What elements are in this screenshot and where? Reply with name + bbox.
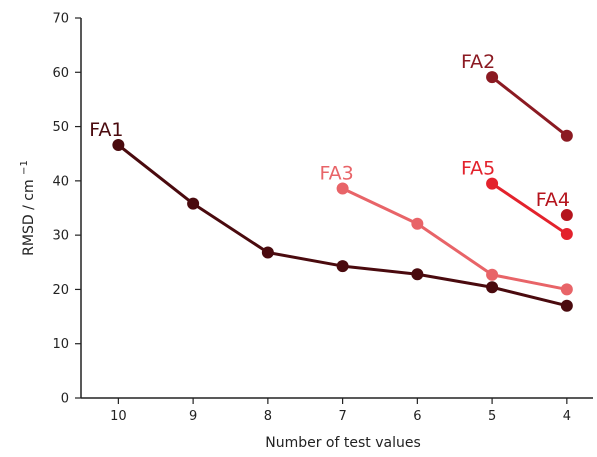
y-tick-label: 60	[52, 66, 69, 81]
y-axis-title: RMSD / cm −1	[19, 160, 37, 256]
series-layer	[112, 71, 573, 312]
series-label: FA5	[461, 158, 495, 180]
series-line	[341, 186, 569, 291]
x-ticks: 10 9 8 7 6 5 4	[110, 398, 571, 424]
y-tick-label: 50	[52, 120, 69, 135]
data-point	[486, 268, 499, 281]
series-line	[490, 75, 569, 138]
data-point	[112, 139, 125, 152]
series-fa2	[486, 71, 573, 142]
axes: 10 9 8 7 6 5 4 0 10 20 30 40 50 60 70	[52, 12, 593, 424]
x-tick-label: 4	[563, 409, 571, 424]
y-tick-label: 30	[52, 229, 69, 244]
y-axis-title-superscript: −1	[19, 160, 30, 175]
x-tick-label: 8	[264, 409, 272, 424]
data-point	[560, 129, 573, 142]
data-point	[486, 281, 499, 294]
x-tick-label: 9	[189, 409, 197, 424]
series-fa4	[560, 209, 573, 222]
series-label: FA4	[536, 189, 570, 211]
y-tick-label: 0	[61, 392, 69, 407]
data-point	[560, 228, 573, 241]
series-line	[490, 182, 569, 236]
series-labels: FA1 FA2 FA3 FA4 FA5	[89, 51, 570, 211]
y-ticks: 0 10 20 30 40 50 60 70	[52, 12, 81, 407]
data-point	[336, 182, 349, 195]
series-label: FA2	[461, 51, 495, 73]
x-tick-label: 7	[338, 409, 346, 424]
x-tick-label: 5	[488, 409, 496, 424]
x-tick-label: 6	[413, 409, 421, 424]
data-point	[486, 71, 499, 84]
series-fa1	[112, 139, 573, 312]
y-tick-label: 40	[52, 174, 69, 189]
y-tick-label: 20	[52, 283, 69, 298]
series-fa5	[486, 177, 573, 241]
y-tick-label: 70	[52, 12, 69, 27]
series-fa3	[336, 182, 573, 296]
data-point	[560, 299, 573, 312]
data-point	[336, 260, 349, 273]
data-point	[560, 209, 573, 222]
data-point	[486, 177, 499, 190]
y-tick-label: 10	[52, 337, 69, 352]
data-point	[187, 197, 200, 210]
x-tick-label: 10	[110, 409, 127, 424]
series-label: FA1	[89, 119, 123, 141]
data-point	[560, 283, 573, 296]
data-point	[261, 246, 274, 259]
data-point	[411, 268, 424, 281]
x-axis-title: Number of test values	[265, 435, 421, 451]
series-label: FA3	[319, 162, 353, 184]
y-axis-title-main: RMSD / cm	[21, 179, 37, 255]
data-point	[411, 217, 424, 230]
